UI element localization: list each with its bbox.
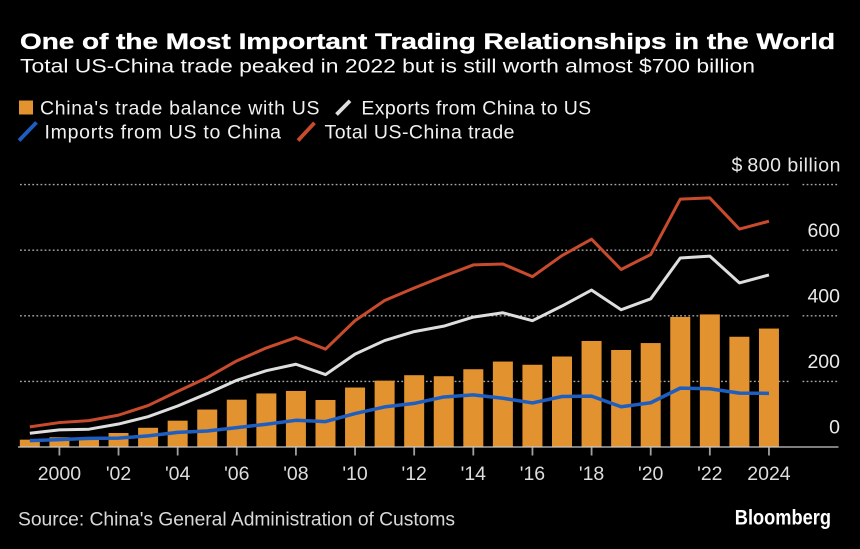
- svg-text:'20: '20: [638, 463, 664, 485]
- svg-text:'06: '06: [224, 463, 249, 485]
- svg-text:'02: '02: [106, 463, 131, 485]
- svg-text:'10: '10: [342, 463, 368, 485]
- svg-text:Total US-China trade: Total US-China trade: [325, 122, 515, 144]
- svg-text:Exports from China to US: Exports from China to US: [361, 98, 591, 120]
- svg-text:$ 800 billion: $ 800 billion: [732, 154, 841, 176]
- svg-text:0: 0: [829, 417, 840, 439]
- svg-text:'12: '12: [401, 463, 426, 485]
- svg-text:Source: China's General Admini: Source: China's General Administration o…: [18, 510, 455, 531]
- svg-text:2000: 2000: [38, 463, 82, 485]
- svg-text:2024: 2024: [747, 463, 791, 485]
- svg-text:'18: '18: [579, 463, 604, 485]
- svg-text:400: 400: [807, 286, 840, 308]
- svg-text:'16: '16: [520, 463, 545, 485]
- svg-text:'08: '08: [283, 463, 308, 485]
- svg-text:200: 200: [807, 351, 840, 373]
- svg-text:'04: '04: [165, 463, 191, 485]
- svg-text:One of the Most Important Trad: One of the Most Important Trading Relati…: [20, 29, 835, 54]
- svg-text:'22: '22: [697, 463, 722, 485]
- svg-text:Total US-China trade peaked in: Total US-China trade peaked in 2022 but …: [20, 56, 755, 78]
- svg-text:'14: '14: [461, 463, 487, 485]
- svg-text:Bloomberg: Bloomberg: [735, 507, 831, 530]
- svg-text:China's trade balance with US: China's trade balance with US: [40, 98, 320, 120]
- svg-text:600: 600: [807, 220, 840, 242]
- svg-text:Imports from US to China: Imports from US to China: [45, 122, 282, 144]
